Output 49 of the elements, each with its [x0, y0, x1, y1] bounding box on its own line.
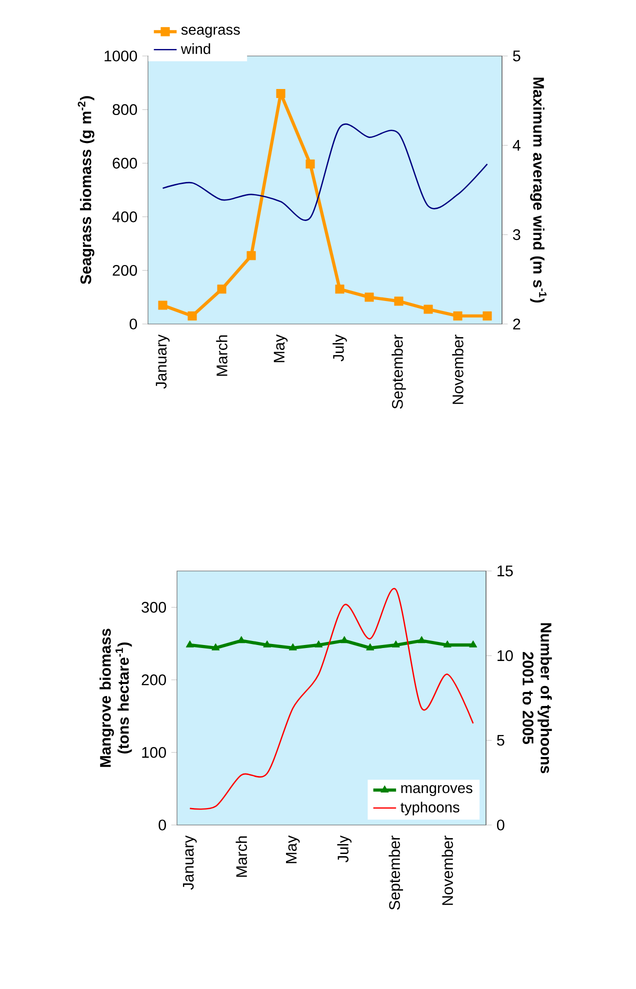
point [158, 300, 168, 310]
point [246, 251, 256, 260]
y-tick-label: 200 [142, 674, 166, 686]
x-tick-label: March [236, 836, 247, 877]
y2-tick-label: 10 [498, 650, 513, 662]
y2-tick-label: 5 [513, 50, 520, 62]
y-tick-label: 0 [158, 820, 166, 830]
y-tick-label: 1000 [104, 50, 137, 62]
point [335, 284, 344, 294]
legend-label: seagrass [181, 26, 240, 38]
y2-tick-label: 2 [513, 318, 520, 330]
x-tick-label: July [332, 334, 347, 362]
y2-tick-label: 4 [512, 140, 520, 151]
y2-tick-label: 5 [497, 734, 504, 746]
y2-axis-title: Maximum average wind (m s$^{-1}$) [530, 78, 547, 303]
point [217, 284, 226, 294]
legend-label: typhoons [400, 802, 460, 816]
point [453, 311, 462, 320]
y-tick-label: 600 [112, 158, 137, 169]
y-tick-label: 300 [142, 602, 166, 613]
y-tick-label: 0 [130, 318, 137, 330]
x-tick-label: May [274, 334, 288, 362]
point [482, 311, 492, 320]
x-tick-label: September [388, 836, 404, 910]
x-tick-label: May [286, 835, 300, 864]
x-tick-label: January [156, 334, 170, 389]
x-tick-label: July [337, 835, 352, 862]
x-tick-label: November [442, 836, 454, 905]
legend-label: mangroves [401, 785, 472, 796]
x-tick-label: March [216, 335, 228, 376]
point [276, 88, 286, 98]
point [394, 296, 404, 306]
y-axis-title: Seagrass biomass (g m$^{-2}$) [78, 96, 94, 284]
point [424, 304, 433, 314]
y-tick-label: 200 [112, 264, 137, 276]
point [364, 292, 374, 302]
point [188, 311, 197, 320]
x-tick-label: September [392, 334, 406, 409]
y-tick-label: 800 [112, 104, 137, 116]
y-tick-label: 400 [112, 211, 137, 222]
y2-tick-label: 3 [512, 229, 520, 240]
legend-label: wind [180, 43, 210, 54]
y2-axis-title: Number of typhoons 2001 to 2005 [522, 623, 552, 774]
y-tick-label: 100 [142, 747, 166, 758]
y2-tick-label: 0 [497, 820, 504, 830]
y2-tick-label: 15 [498, 566, 513, 576]
x-tick-label: January [183, 835, 197, 890]
x-tick-label: November [452, 334, 464, 404]
point [306, 159, 315, 169]
